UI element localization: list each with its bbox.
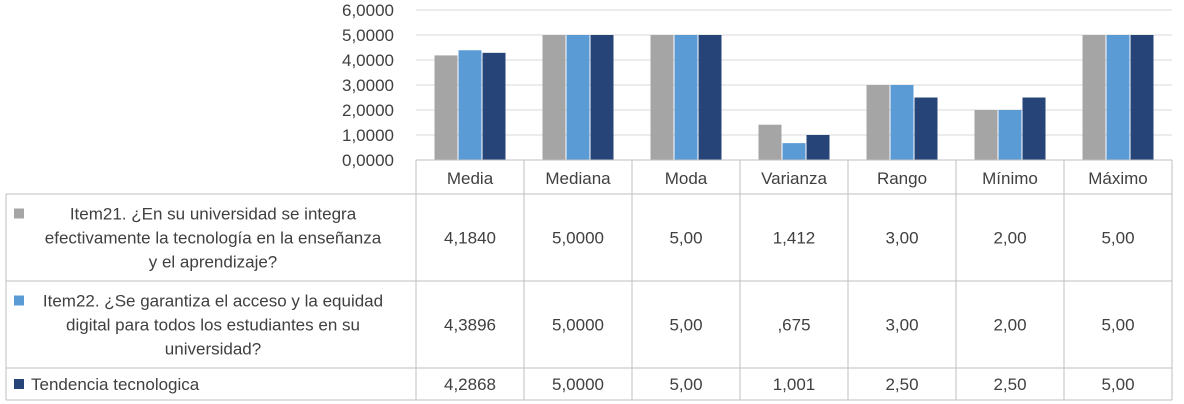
x-category-label: Mediana (545, 169, 611, 188)
data-table-cell: 5,0000 (552, 316, 604, 335)
bar (482, 52, 506, 160)
bar (1130, 35, 1154, 160)
data-table-cell: 1,412 (773, 229, 816, 248)
bar (914, 97, 938, 160)
y-tick-label: 3,0000 (342, 76, 394, 95)
series-name-line: universidad? (165, 340, 261, 359)
series-name: Tendencia tecnologica (31, 375, 200, 394)
y-tick-label: 2,0000 (342, 101, 394, 120)
x-category-label: Máximo (1088, 169, 1148, 188)
x-category-label: Mínimo (982, 169, 1038, 188)
data-table-cell: 3,00 (885, 316, 918, 335)
bar (542, 35, 566, 160)
data-table-cell: ,675 (777, 316, 810, 335)
series-name-line: Item22. ¿Se garantiza el acceso y la equ… (43, 292, 383, 311)
y-tick-label: 0,0000 (342, 151, 394, 170)
bar (806, 134, 830, 160)
x-category-label: Moda (665, 169, 708, 188)
data-table-cell: 4,3896 (444, 316, 496, 335)
x-category-label: Media (447, 169, 494, 188)
series-name-line: Item21. ¿En su universidad se integra (70, 205, 357, 224)
bar (650, 35, 674, 160)
bar (590, 35, 614, 160)
x-category-label: Varianza (761, 169, 827, 188)
series-name-line: digital para todos los estudiantes en su (66, 316, 360, 335)
series-name-line: efectivamente la tecnología en la enseña… (45, 229, 382, 248)
data-table-cell: 1,001 (773, 375, 816, 394)
bar (782, 143, 806, 160)
data-table-cell: 5,00 (1101, 229, 1134, 248)
data-table-cell: 2,00 (993, 229, 1026, 248)
data-table-cell: 5,00 (669, 375, 702, 394)
data-table-cell: 2,50 (885, 375, 918, 394)
bar (1022, 97, 1046, 160)
series-name-line: y el aprendizaje? (149, 253, 278, 272)
data-table-cell: 3,00 (885, 229, 918, 248)
bar (974, 110, 998, 160)
bar (1082, 35, 1106, 160)
bar (998, 110, 1022, 160)
bar (434, 55, 458, 160)
bar (890, 85, 914, 160)
bar (674, 35, 698, 160)
data-table-cell: 5,0000 (552, 229, 604, 248)
data-table-cell: 5,00 (1101, 316, 1134, 335)
y-tick-label: 6,0000 (342, 1, 394, 20)
data-table-cell: 4,1840 (444, 229, 496, 248)
data-table-cell: 5,0000 (552, 375, 604, 394)
bar (698, 35, 722, 160)
bar (758, 124, 782, 160)
legend-key (14, 379, 24, 389)
x-category-label: Rango (877, 169, 927, 188)
bar (566, 35, 590, 160)
legend-key (14, 208, 24, 219)
data-table-cell: 5,00 (1101, 375, 1134, 394)
data-table-cell: 2,50 (993, 375, 1026, 394)
data-table-cell: 5,00 (669, 316, 702, 335)
legend-key (14, 295, 24, 306)
y-tick-label: 1,0000 (342, 126, 394, 145)
bar (866, 85, 890, 160)
bar (458, 50, 482, 161)
data-table-cell: 4,2868 (444, 375, 496, 394)
bar (1106, 35, 1130, 160)
data-table-cell: 5,00 (669, 229, 702, 248)
y-tick-label: 5,0000 (342, 26, 394, 45)
y-tick-label: 4,0000 (342, 51, 394, 70)
data-table-cell: 2,00 (993, 316, 1026, 335)
